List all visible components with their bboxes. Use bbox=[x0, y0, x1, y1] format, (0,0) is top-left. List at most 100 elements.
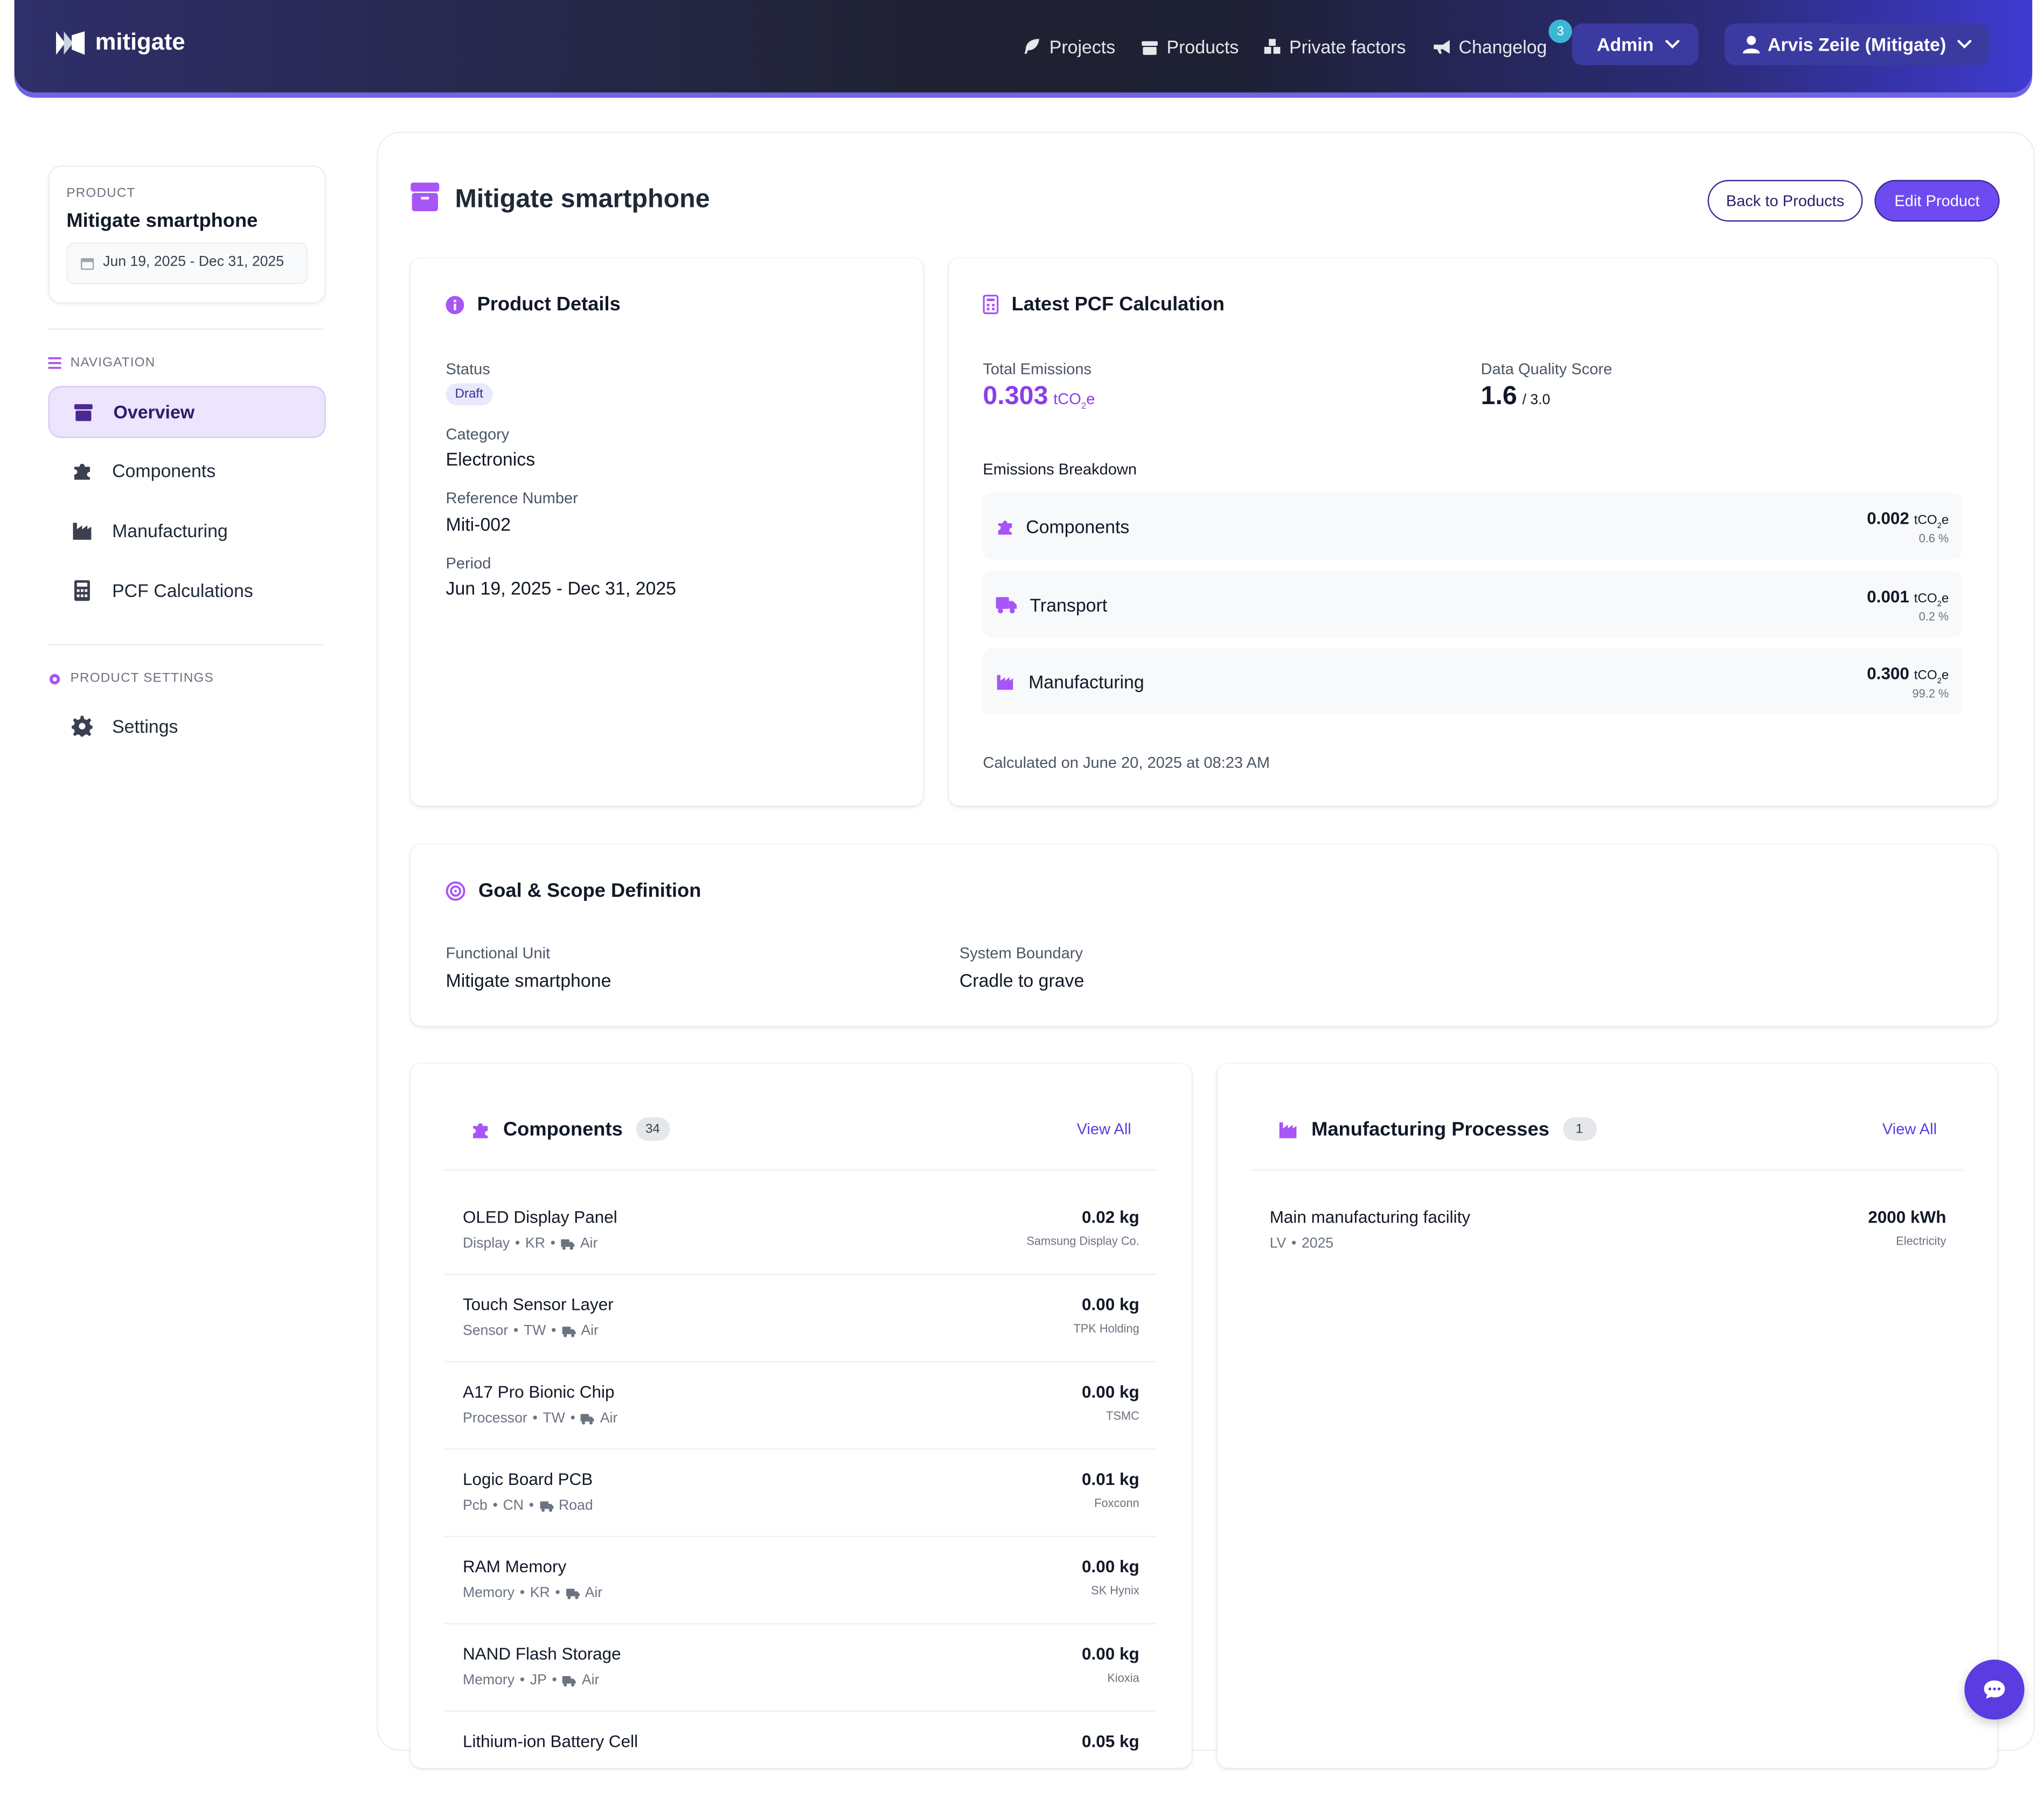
component-name: Logic Board PCB bbox=[462, 1469, 593, 1489]
truck-icon bbox=[581, 1413, 595, 1424]
nav-products-label: Products bbox=[1166, 36, 1239, 57]
component-row[interactable]: NAND Flash Storage Memory • JP • Air 0.00 kg… bbox=[444, 1625, 1157, 1712]
navigation-heading: NAVIGATION bbox=[48, 356, 156, 371]
data-quality-number: 1.6 bbox=[1480, 381, 1517, 411]
navigation-heading-text: NAVIGATION bbox=[70, 356, 156, 371]
back-to-products-button[interactable]: Back to Products bbox=[1707, 179, 1863, 222]
component-row[interactable]: Logic Board PCB Pcb • CN • Road 0.01 kg Foxc… bbox=[444, 1450, 1157, 1537]
breakdown-value: 0.002 tCO2e bbox=[1867, 508, 1949, 531]
component-meta: Sensor • TW • Air bbox=[462, 1323, 599, 1339]
component-name: Touch Sensor Layer bbox=[462, 1294, 614, 1314]
process-name: Main manufacturing facility bbox=[1269, 1207, 1471, 1227]
component-weight: 0.01 kg bbox=[1082, 1469, 1139, 1489]
sidebar-item-components[interactable]: Components bbox=[48, 446, 324, 496]
component-supplier: Foxconn bbox=[1094, 1496, 1139, 1510]
components-view-all-link[interactable]: View All bbox=[1076, 1120, 1131, 1138]
gear-icon bbox=[72, 716, 93, 737]
period-label: Period bbox=[446, 554, 491, 573]
nav-products[interactable]: Products bbox=[1141, 0, 1239, 93]
system-boundary-label: System Boundary bbox=[959, 943, 1083, 962]
functional-unit-value: Mitigate smartphone bbox=[446, 970, 611, 991]
component-row[interactable]: RAM Memory Memory • KR • Air 0.00 kg SK Hyni… bbox=[444, 1537, 1157, 1625]
factory-icon bbox=[1279, 1121, 1297, 1138]
chat-button[interactable] bbox=[1964, 1660, 2025, 1720]
goal-scope-card bbox=[411, 844, 1997, 1026]
chevron-down-icon bbox=[1957, 39, 1972, 49]
component-row[interactable]: Lithium-ion Battery Cell 0.05 kg bbox=[444, 1712, 1156, 1798]
component-weight: 0.00 kg bbox=[1082, 1294, 1139, 1314]
component-meta: Display • KR • Air bbox=[462, 1235, 598, 1252]
component-row[interactable]: Touch Sensor Layer Sensor • TW • Air 0.00 kg… bbox=[444, 1275, 1157, 1363]
component-name: OLED Display Panel bbox=[462, 1207, 617, 1227]
changelog-badge: 3 bbox=[1548, 19, 1573, 43]
manufacturing-processes-title-text: Manufacturing Processes bbox=[1311, 1117, 1549, 1140]
user-icon bbox=[1743, 36, 1760, 54]
status-label: Status bbox=[446, 359, 490, 378]
user-menu[interactable]: Arvis Zeile (Mitigate) bbox=[1725, 23, 1990, 65]
chat-icon bbox=[1984, 1680, 2005, 1699]
component-meta: Pcb • CN • Road bbox=[462, 1498, 593, 1514]
component-name: NAND Flash Storage bbox=[462, 1644, 621, 1664]
chevron-down-icon bbox=[1665, 39, 1680, 49]
component-row[interactable]: OLED Display Panel Display • KR • Air 0.02 k… bbox=[444, 1188, 1157, 1275]
sidebar-item-settings[interactable]: Settings bbox=[48, 702, 324, 751]
calendar-icon bbox=[81, 258, 94, 270]
component-weight: 0.05 kg bbox=[1082, 1731, 1139, 1751]
leaf-icon bbox=[1024, 38, 1040, 53]
admin-dropdown[interactable]: Admin bbox=[1572, 23, 1699, 65]
brand-name: mitigate bbox=[95, 29, 185, 55]
component-weight: 0.00 kg bbox=[1082, 1557, 1139, 1577]
data-quality-label: Data Quality Score bbox=[1480, 359, 1612, 378]
components-title-text: Components bbox=[503, 1117, 623, 1140]
category-label: Category bbox=[446, 425, 510, 443]
factory-icon bbox=[997, 675, 1013, 690]
box-icon bbox=[411, 182, 440, 211]
manufacturing-count-badge: 1 bbox=[1562, 1117, 1596, 1141]
admin-label: Admin bbox=[1597, 33, 1654, 55]
edit-product-button[interactable]: Edit Product bbox=[1874, 179, 2000, 222]
component-name: A17 Pro Bionic Chip bbox=[462, 1382, 615, 1402]
nav-projects[interactable]: Projects bbox=[1023, 0, 1115, 93]
component-weight: 0.00 kg bbox=[1082, 1382, 1139, 1402]
component-supplier: Kioxia bbox=[1107, 1671, 1139, 1685]
breakdown-name: Transport bbox=[1030, 594, 1108, 616]
manufacturing-processes-title: Manufacturing Processes 1 bbox=[1277, 1117, 1596, 1141]
emissions-breakdown-label: Emissions Breakdown bbox=[983, 460, 1137, 478]
manufacturing-view-all-link[interactable]: View All bbox=[1882, 1120, 1937, 1138]
top-bar: mitigate Projects Products Private facto… bbox=[14, 0, 2033, 93]
component-row[interactable]: A17 Pro Bionic Chip Processor • TW • Air 0.0… bbox=[444, 1362, 1157, 1450]
brand-logo[interactable]: mitigate bbox=[56, 29, 185, 56]
components-title: Components 34 bbox=[470, 1117, 670, 1141]
sidebar-divider bbox=[48, 644, 324, 645]
calculator-icon bbox=[983, 294, 999, 315]
factory-icon bbox=[73, 523, 92, 540]
process-energy-source: Electricity bbox=[1896, 1234, 1946, 1248]
nav-private-factors[interactable]: Private factors bbox=[1263, 0, 1406, 93]
box-icon bbox=[74, 404, 93, 421]
sidebar-item-pcf-calculations[interactable]: PCF Calculations bbox=[48, 566, 324, 615]
sidebar-item-label: Settings bbox=[112, 716, 178, 737]
component-name: Lithium-ion Battery Cell bbox=[462, 1731, 638, 1751]
product-label: PRODUCT bbox=[66, 186, 136, 201]
latest-pcf-title-text: Latest PCF Calculation bbox=[1011, 293, 1225, 316]
product-settings-heading: PRODUCT SETTINGS bbox=[48, 671, 214, 686]
reference-number-value: Miti-002 bbox=[446, 513, 511, 535]
sidebar-item-label: Manufacturing bbox=[112, 520, 228, 542]
breakdown-value: 0.001 tCO2e bbox=[1867, 586, 1949, 609]
nav-changelog-label: Changelog bbox=[1458, 36, 1547, 57]
sidebar-item-overview[interactable]: Overview bbox=[48, 386, 326, 438]
manufacturing-divider bbox=[1251, 1169, 1963, 1171]
truck-icon bbox=[566, 1588, 580, 1599]
sidebar-item-manufacturing[interactable]: Manufacturing bbox=[48, 506, 324, 556]
puzzle-icon bbox=[998, 520, 1012, 535]
page-title: Mitigate smartphone bbox=[455, 185, 710, 214]
breakdown-percent: 0.6 % bbox=[1918, 532, 1949, 545]
goal-scope-title: Goal & Scope Definition bbox=[446, 880, 701, 902]
nav-changelog[interactable]: Changelog bbox=[1433, 0, 1547, 93]
info-icon bbox=[446, 295, 464, 314]
component-meta: Processor • TW • Air bbox=[462, 1411, 618, 1427]
component-meta: Memory • KR • Air bbox=[462, 1585, 603, 1601]
nav-projects-label: Projects bbox=[1049, 36, 1116, 57]
puzzle-icon bbox=[74, 463, 90, 480]
manufacturing-row[interactable]: Main manufacturing facility LV • 2025 2000… bbox=[1252, 1188, 1963, 1274]
